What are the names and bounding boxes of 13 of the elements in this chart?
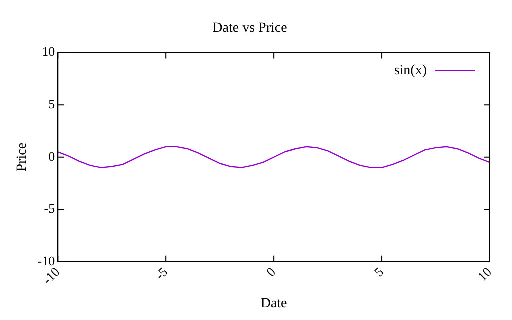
x-axis-title: Date xyxy=(260,296,288,312)
y-tick-label: -5 xyxy=(44,201,56,216)
x-tick-label: -5 xyxy=(152,264,171,283)
x-tick-label: 10 xyxy=(474,264,495,284)
legend-label: sin(x) xyxy=(394,63,428,78)
y-axis-title: Price xyxy=(15,142,30,172)
chart-title: Date vs Price xyxy=(212,21,288,36)
y-tick-label: 10 xyxy=(42,44,56,60)
y-tick-label: 5 xyxy=(48,96,56,112)
x-tick-label: 5 xyxy=(371,264,387,280)
y-tick-label: -10 xyxy=(38,253,56,268)
x-tick-label: 0 xyxy=(263,264,279,280)
y-tick-label: 0 xyxy=(48,148,56,164)
